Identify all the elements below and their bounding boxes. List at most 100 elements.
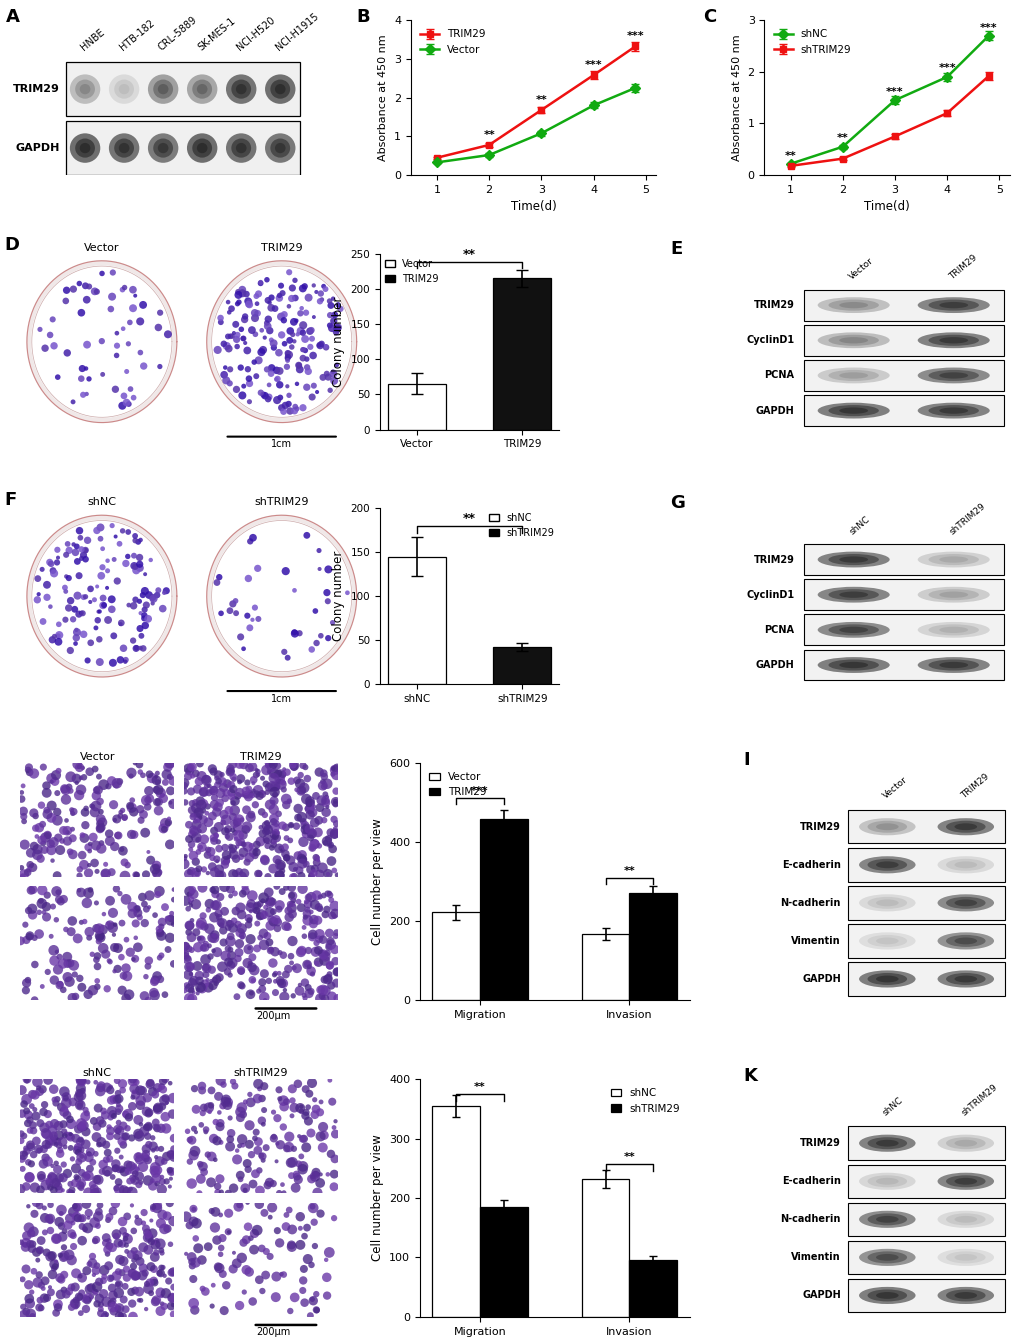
Point — [145, 1139, 161, 1161]
Ellipse shape — [839, 627, 867, 632]
Ellipse shape — [75, 79, 95, 99]
Point — [186, 1140, 203, 1162]
Point — [319, 969, 335, 991]
Text: shTRIM29: shTRIM29 — [947, 501, 986, 536]
Point — [58, 1123, 74, 1144]
Point — [116, 385, 132, 406]
Point — [92, 651, 108, 673]
Point — [258, 1241, 274, 1262]
Point — [43, 1124, 59, 1146]
Point — [31, 1139, 47, 1161]
Point — [72, 1207, 89, 1229]
Point — [271, 894, 287, 916]
Point — [28, 805, 44, 826]
Text: CyclinD1: CyclinD1 — [746, 336, 794, 345]
Point — [303, 1122, 319, 1143]
Point — [143, 849, 159, 870]
Point — [146, 981, 162, 1003]
Point — [21, 1293, 38, 1314]
Point — [74, 845, 91, 866]
Point — [190, 983, 206, 1004]
Point — [131, 1250, 148, 1271]
Point — [231, 753, 248, 774]
Ellipse shape — [270, 139, 289, 158]
Point — [99, 1162, 115, 1183]
Point — [324, 612, 340, 634]
Point — [302, 790, 318, 812]
Point — [238, 852, 255, 873]
Point — [259, 313, 275, 334]
Y-axis label: Colony number: Colony number — [331, 297, 344, 386]
Point — [271, 287, 287, 309]
Point — [263, 362, 279, 384]
Point — [166, 1138, 182, 1159]
Point — [317, 832, 333, 853]
Point — [208, 825, 224, 846]
Point — [301, 956, 317, 977]
Title: shNC: shNC — [88, 497, 116, 508]
Point — [207, 861, 223, 882]
Point — [263, 939, 279, 960]
Point — [267, 778, 283, 800]
Point — [273, 275, 289, 297]
Ellipse shape — [875, 1139, 898, 1147]
Point — [206, 787, 222, 809]
Point — [26, 1203, 43, 1225]
Point — [265, 333, 281, 354]
Point — [294, 340, 311, 361]
Point — [117, 1298, 133, 1320]
Point — [230, 809, 247, 830]
Point — [271, 963, 287, 984]
Point — [223, 774, 239, 796]
Point — [137, 580, 153, 602]
Point — [187, 893, 204, 915]
Point — [73, 1070, 90, 1091]
Text: shNC: shNC — [880, 1095, 904, 1118]
Point — [263, 757, 279, 778]
Point — [95, 587, 111, 608]
Ellipse shape — [938, 627, 967, 632]
Point — [103, 770, 119, 792]
Point — [96, 595, 112, 616]
Point — [206, 828, 222, 849]
Point — [253, 271, 269, 293]
Point — [74, 358, 91, 380]
Point — [42, 552, 58, 574]
Point — [106, 937, 122, 959]
Point — [135, 638, 151, 659]
Point — [239, 771, 256, 793]
Point — [149, 1098, 165, 1119]
Point — [294, 1128, 311, 1150]
Point — [265, 1127, 281, 1148]
Point — [77, 275, 94, 297]
Point — [263, 357, 279, 378]
Point — [321, 882, 337, 904]
Point — [83, 632, 99, 654]
Point — [18, 1070, 35, 1091]
Point — [296, 1258, 312, 1280]
Point — [278, 789, 294, 810]
Point — [199, 845, 215, 866]
Point — [212, 1169, 228, 1190]
Point — [304, 837, 320, 858]
Point — [46, 969, 62, 991]
Point — [271, 360, 287, 381]
Point — [131, 554, 148, 575]
Point — [127, 1246, 144, 1267]
Ellipse shape — [148, 75, 178, 104]
Point — [115, 1305, 131, 1326]
Point — [285, 889, 302, 910]
Point — [237, 779, 254, 801]
Point — [209, 767, 225, 789]
Point — [31, 1139, 47, 1161]
Point — [84, 944, 100, 965]
Point — [249, 913, 265, 935]
Point — [211, 567, 227, 588]
Point — [294, 338, 311, 360]
Ellipse shape — [817, 587, 889, 603]
Point — [242, 757, 258, 778]
Point — [150, 969, 166, 991]
Point — [45, 1263, 61, 1285]
Point — [265, 792, 281, 813]
Point — [272, 943, 288, 964]
